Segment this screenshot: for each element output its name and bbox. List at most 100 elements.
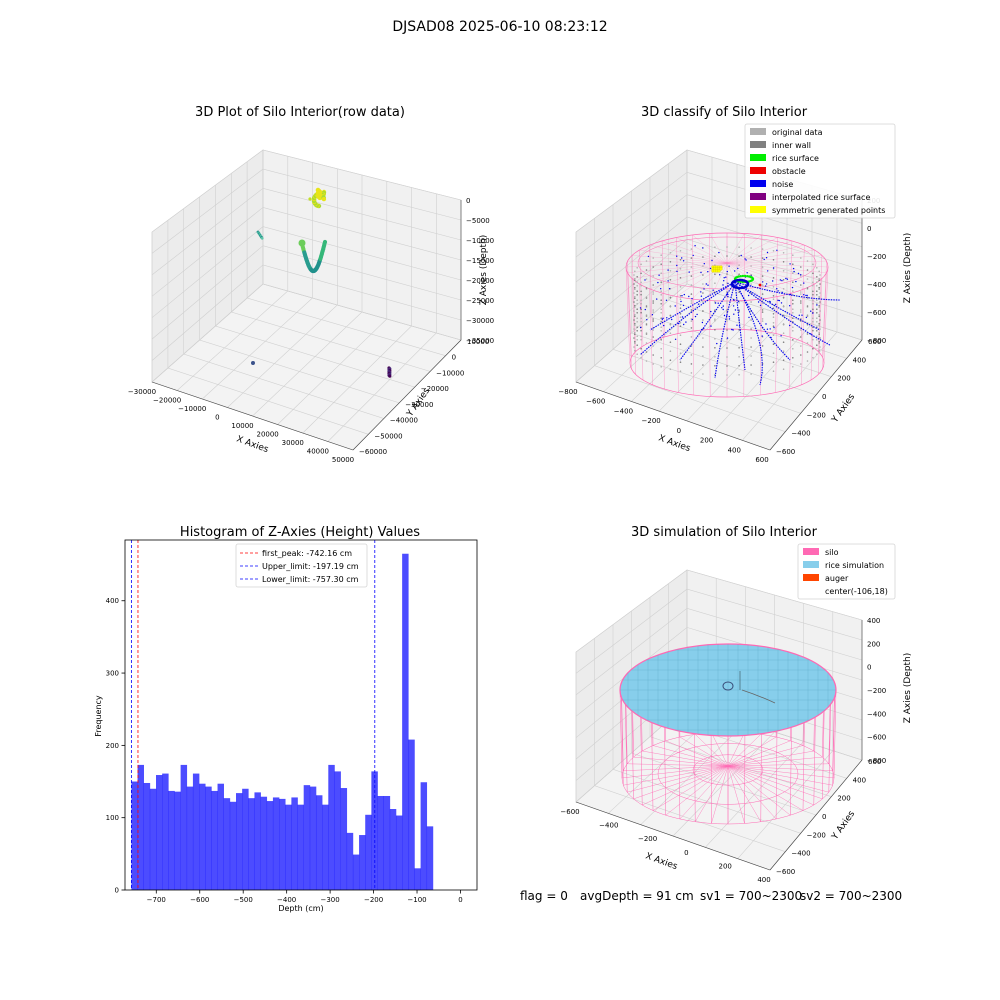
point-inner-wall: [782, 324, 785, 326]
point-noise: [710, 325, 712, 327]
point-inner-wall: [702, 256, 704, 258]
panel4-marks: [619, 643, 837, 825]
point-inner-wall: [660, 366, 662, 368]
wire-radial: [726, 262, 815, 285]
silo-floor-radial: [727, 765, 804, 811]
point-inner-wall: [634, 306, 636, 309]
point-inner-wall: [679, 286, 682, 288]
histogram-bar: [168, 790, 175, 890]
point-inner-wall: [690, 354, 693, 356]
point-inner-wall: [645, 332, 648, 334]
panel3-xlabel: Depth (cm): [278, 904, 323, 913]
x-tick-label: 30000: [282, 439, 304, 447]
point-inner-wall: [652, 275, 654, 277]
point-noise: [769, 328, 771, 330]
point-curve: [322, 239, 328, 245]
point-inner-wall: [818, 306, 820, 309]
point-inner-wall: [652, 345, 654, 347]
point-noise: [747, 294, 750, 297]
point-inner-wall: [679, 259, 682, 261]
point-inner-wall: [702, 373, 704, 375]
y-tick-label: −400: [791, 430, 810, 438]
center-marker: [722, 681, 734, 691]
point-noise: [791, 286, 794, 289]
z-tick-label: −800: [867, 337, 886, 345]
point-inner-wall: [726, 302, 728, 304]
point-inner-wall: [633, 301, 635, 303]
legend-label: silo: [825, 548, 839, 557]
histogram-bar: [149, 788, 157, 890]
point-noise: [805, 294, 807, 297]
point-inner-wall: [702, 292, 704, 294]
point-noise: [665, 299, 668, 301]
point-inner-wall: [800, 302, 802, 304]
histogram-bar: [156, 775, 163, 890]
point-inner-wall: [772, 343, 775, 346]
panel3-lines: [130, 540, 376, 890]
silo-wall-line: [651, 722, 654, 811]
point-noise: [728, 265, 730, 267]
y-tick-label: −600: [776, 868, 795, 876]
point-inner-wall: [812, 290, 814, 293]
point-inner-wall: [714, 338, 716, 340]
point-inner-wall: [652, 329, 654, 331]
point-inner-wall: [652, 318, 654, 320]
point-inner-wall: [812, 329, 814, 332]
point-inner-wall: [816, 308, 818, 311]
y-tick-label: −40000: [390, 417, 418, 425]
panel4-legend-box: [797, 543, 896, 600]
point-inner-wall: [816, 281, 818, 284]
point-noise: [644, 308, 646, 311]
point-inner-wall: [816, 267, 818, 269]
point-noise: [776, 288, 778, 290]
z-tick-label: −400: [867, 710, 886, 718]
point-noise: [810, 310, 812, 312]
y-tick-label: 400: [106, 597, 119, 605]
point-inner-wall: [726, 300, 728, 302]
point-noise: [723, 277, 725, 279]
point-inner-wall: [714, 347, 716, 349]
point-inner-wall: [750, 319, 752, 321]
point-inner-wall: [645, 323, 648, 325]
wire-vertical: [818, 278, 823, 375]
point-inner-wall: [782, 252, 785, 254]
point-inner-wall: [800, 354, 802, 356]
y-tick-label: 200: [837, 375, 850, 383]
status-flag: flag = 0: [520, 889, 568, 903]
silo-floor-radial: [727, 763, 829, 767]
histogram-bar: [414, 868, 421, 890]
point-inner-wall: [772, 322, 775, 324]
point-inner-wall: [640, 272, 642, 275]
point-noise: [676, 255, 678, 257]
point-inner-wall: [800, 309, 802, 311]
point-noise: [780, 335, 782, 337]
point-inner-wall: [750, 247, 752, 249]
point-noise: [777, 290, 779, 292]
panel3-legend: first_peak: -742.16 cm Upper_limit: -197.…: [235, 543, 368, 588]
x-tick-label: 50000: [332, 456, 354, 464]
point-inner-wall: [660, 272, 662, 275]
silo-floor-radial: [642, 765, 729, 806]
point-inner-wall: [806, 260, 809, 262]
point-inner-wall: [634, 270, 636, 273]
histogram-bar: [174, 791, 181, 890]
histogram-bar: [426, 826, 434, 890]
point-inner-wall: [818, 304, 820, 307]
point-noise: [789, 305, 791, 307]
point-noise: [812, 312, 814, 314]
point-symmetric: [719, 267, 723, 271]
point-noise: [734, 270, 736, 272]
axis-line-x: [575, 801, 771, 871]
legend-swatch: [750, 180, 766, 187]
point-inner-wall: [819, 310, 821, 312]
point-inner-wall: [714, 309, 716, 312]
point-inner-wall: [819, 319, 821, 321]
panel2-y-ticks: 600 400 200 0 −200 −400 −600: [776, 338, 881, 456]
wire-vertical: [676, 237, 679, 334]
axis-line-x: [575, 381, 771, 451]
panel2-title: 3D classify of Silo Interior: [641, 105, 808, 120]
panel1-y-ticks: 10000 0 −10000 −20000 −30000 −40000 −50000 −600…: [359, 338, 489, 456]
wire-vertical: [627, 272, 632, 369]
y-tick-label: 400: [853, 356, 866, 364]
panel2-ylabel: Y Axies: [830, 392, 858, 425]
